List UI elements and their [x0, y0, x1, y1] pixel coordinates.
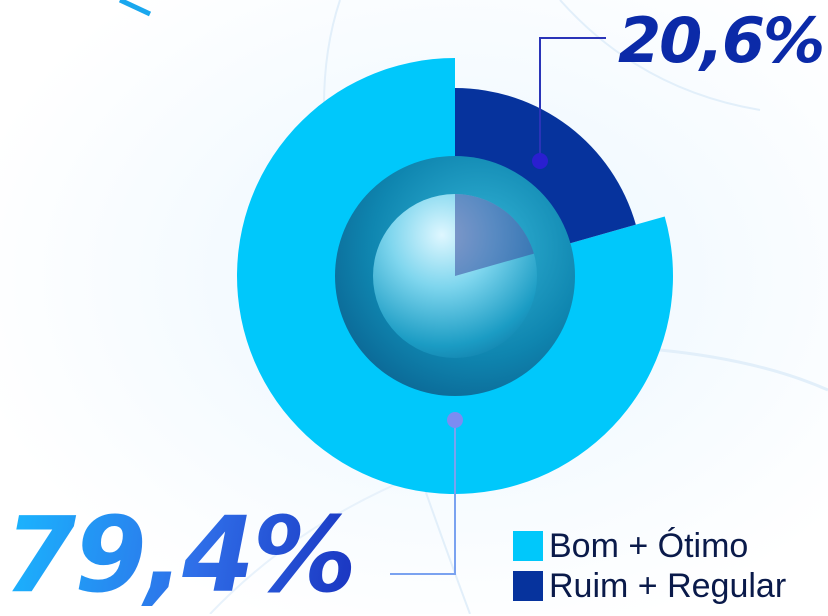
- inner-sphere-highlight-slice: [455, 194, 537, 276]
- legend: Bom + Ótimo Ruim + Regular: [513, 526, 786, 606]
- legend-swatch-ruim-regular: [513, 571, 543, 601]
- legend-item-bom-otimo: Bom + Ótimo: [513, 526, 786, 566]
- legend-label-ruim-regular: Ruim + Regular: [549, 567, 787, 605]
- legend-item-ruim-regular: Ruim + Regular: [513, 566, 786, 606]
- data-label-bom-otimo: 79,4%: [4, 494, 357, 616]
- data-label-ruim-regular: 20,6%: [618, 4, 825, 77]
- legend-label-bom-otimo: Bom + Ótimo: [549, 527, 749, 565]
- callout-ruim-regular: [532, 37, 606, 169]
- legend-swatch-bom-otimo: [513, 531, 543, 561]
- callout-bom-otimo: [390, 412, 463, 575]
